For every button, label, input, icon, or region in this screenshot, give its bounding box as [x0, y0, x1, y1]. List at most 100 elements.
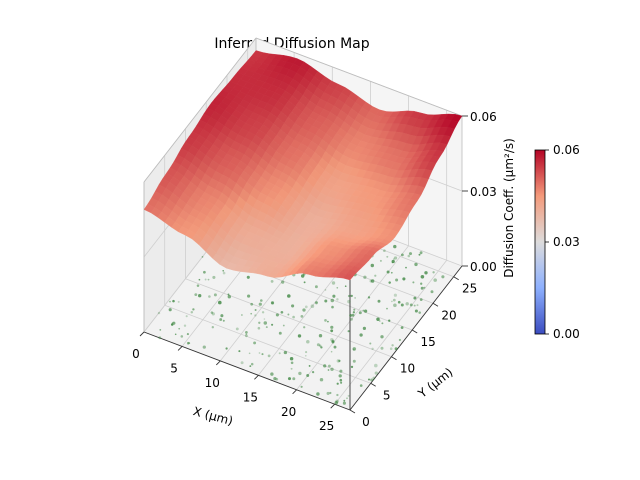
scatter-point	[291, 304, 295, 308]
scatter-point	[198, 278, 201, 281]
grid-line	[334, 259, 448, 405]
scatter-point	[430, 290, 434, 294]
scatter-point	[185, 315, 188, 318]
scatter-point	[395, 278, 399, 282]
scatter-point	[353, 308, 356, 311]
scatter-point	[168, 308, 172, 312]
scatter-point	[370, 378, 374, 382]
scatter-point	[308, 364, 311, 367]
scatter-point	[328, 364, 331, 368]
scatter-point	[420, 282, 423, 285]
scatter-point	[392, 298, 396, 302]
scatter-point	[413, 296, 417, 300]
y-tick-label: 20	[441, 308, 456, 322]
scatter-point	[227, 295, 231, 299]
scatter-point	[339, 378, 343, 382]
scatter-point	[270, 279, 274, 283]
scatter-point	[280, 310, 284, 314]
scatter-point	[292, 315, 295, 319]
scatter-point	[157, 311, 161, 315]
scatter-point	[194, 293, 198, 297]
scatter-point	[207, 278, 210, 281]
scatter-point	[278, 331, 282, 335]
scatter-point	[225, 347, 228, 350]
y-tick-label: 0	[362, 415, 370, 429]
scatter-point	[245, 334, 248, 338]
scatter-point	[351, 313, 355, 317]
scatter-point	[316, 343, 320, 347]
scatter-point	[347, 299, 351, 304]
scatter-point	[320, 346, 323, 349]
scatter-point	[254, 314, 257, 317]
scatter-point	[238, 350, 241, 353]
scatter-point	[301, 274, 305, 278]
z-tick-label: 0.00	[470, 260, 497, 274]
surface-patch	[342, 273, 355, 281]
scatter-point	[198, 294, 202, 298]
scatter-point	[327, 320, 329, 323]
y-tick-label: 25	[462, 282, 477, 296]
scatter-point	[350, 294, 353, 298]
scatter-point	[388, 281, 391, 284]
scatter-point	[412, 281, 415, 284]
scatter-point	[393, 256, 398, 260]
scatter-point	[304, 305, 308, 309]
y-tick	[453, 276, 459, 281]
scatter-point	[283, 350, 288, 355]
scatter-point	[241, 314, 243, 316]
scatter-point	[347, 294, 351, 298]
scatter-point	[419, 251, 423, 255]
scatter-point	[323, 364, 327, 368]
scatter-point	[258, 352, 261, 354]
scatter-point	[363, 309, 368, 313]
scatter-point	[418, 253, 421, 256]
x-tick-label: 0	[132, 347, 140, 361]
x-axis-line	[143, 331, 351, 411]
scatter-point	[265, 326, 268, 329]
surface	[143, 50, 463, 281]
scatter-point	[386, 255, 389, 258]
scatter-point	[419, 298, 423, 301]
scatter-point	[203, 270, 206, 274]
scatter-point	[281, 280, 285, 284]
scatter-point	[159, 329, 162, 331]
scatter-point	[311, 370, 315, 374]
scatter-point	[391, 259, 395, 264]
scatter-point	[370, 279, 375, 283]
scatter-point	[202, 345, 206, 349]
scatter-point	[158, 336, 162, 340]
scatter-point	[287, 313, 290, 316]
scatter-point	[211, 326, 214, 329]
scatter-point	[349, 313, 353, 317]
scatter-point	[433, 278, 437, 282]
scatter-point	[340, 381, 343, 384]
scatter-point	[346, 397, 348, 400]
scatter-point	[381, 322, 384, 325]
scatter-point	[290, 367, 293, 370]
scatter-point	[390, 271, 393, 274]
y-tick-label: 10	[400, 362, 415, 376]
scatter-point	[423, 286, 426, 289]
scatter-point	[372, 376, 376, 380]
scatter-point	[211, 312, 215, 316]
scatter-point	[327, 369, 330, 371]
scatter-point	[405, 302, 409, 306]
scatter-point	[257, 326, 261, 330]
scatter-point	[379, 259, 382, 262]
scatter-point	[338, 359, 341, 363]
scatter-point	[210, 311, 214, 314]
scatter-point	[371, 347, 374, 350]
scatter-point	[219, 318, 223, 321]
scatter-point	[248, 352, 251, 355]
scatter-point	[178, 327, 181, 330]
scatter-point	[314, 301, 318, 305]
y-tick-label: 15	[421, 335, 436, 349]
scatter-point	[270, 301, 275, 305]
scatter-point	[324, 289, 327, 291]
scatter-point	[270, 372, 274, 376]
scatter-point	[424, 271, 428, 275]
scatter-point	[352, 359, 356, 363]
scatter-point	[275, 377, 279, 381]
scatter-point	[249, 365, 252, 368]
